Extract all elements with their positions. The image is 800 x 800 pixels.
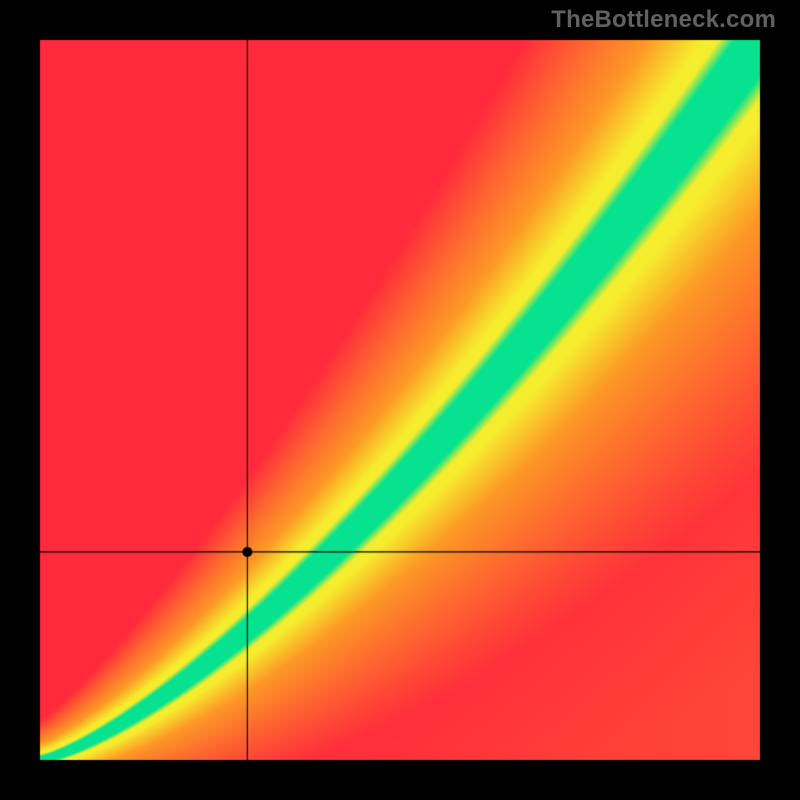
chart-container: TheBottleneck.com	[0, 0, 800, 800]
attribution-label: TheBottleneck.com	[551, 6, 776, 34]
heatmap-canvas	[0, 0, 800, 800]
